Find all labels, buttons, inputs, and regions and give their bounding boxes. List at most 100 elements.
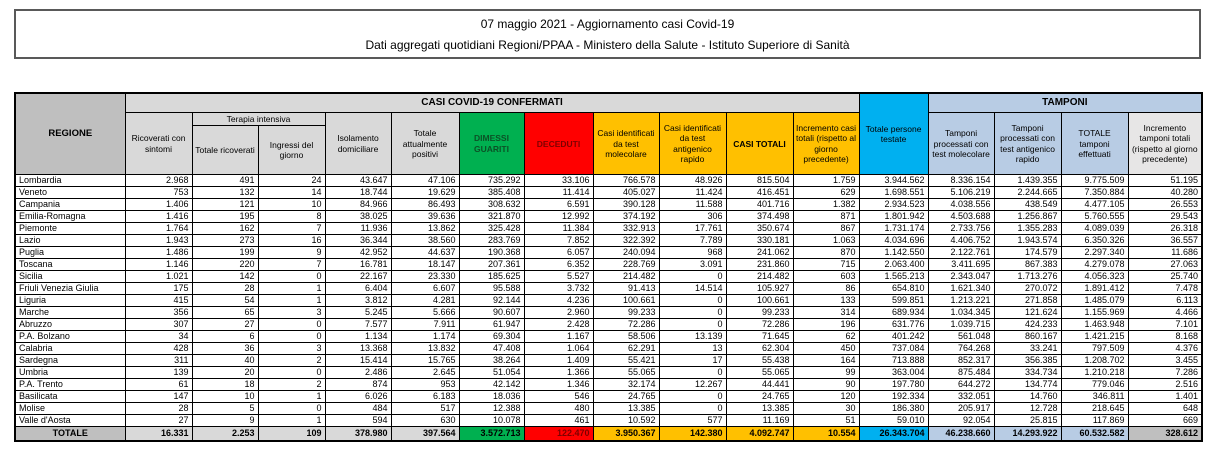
cell-totale-attualmente-positivi: 2.645 [390,366,460,380]
cell-totale-tamponi: 218.645 [1060,402,1129,416]
cell-casi-totali: 350.674 [725,222,794,236]
cell-incremento-tamponi: 4.466 [1127,306,1203,320]
cell-persone-testate: 631.776 [858,318,929,332]
col-header-casi-totali: CASI TOTALI [725,111,794,176]
cell-casi-totali: 13.385 [725,402,794,416]
cell-ricoverati-con-sintomi: 1.943 [124,234,193,248]
cell-ingressi-del-giorno: 0 [257,270,326,284]
cell-casi-test-antigenico: 968 [658,246,727,260]
cell-tamponi-molecolare: 1.213.221 [927,294,995,308]
cell-dimessi-guariti: 69.304 [458,330,525,344]
cell-totale-attualmente-positivi: 13.862 [390,222,460,236]
table-row: Abruzzo 307 27 0 7.577 7.911 61.947 2.428 72.286… [14,318,1203,332]
cell-casi-totali: 105.927 [725,282,794,296]
cell-deceduti: 6.591 [523,198,594,212]
cell-incremento-tamponi: 328.612 [1127,426,1203,442]
cell-incremento-casi: 450 [792,342,860,356]
cell-isolamento-domiciliare: 38.025 [324,210,392,224]
cell-casi-totali: 72.286 [725,318,794,332]
table-row: Basilicata 147 10 1 6.026 6.183 18.036 546 24.76… [14,390,1203,404]
cell-casi-test-molecolare: 91.413 [592,282,660,296]
cell-tamponi-antigenico: 1.355.283 [993,222,1062,236]
cell-ingressi-del-giorno: 7 [257,258,326,272]
region-name: Friuli Venezia Giulia [14,282,126,296]
cell-incremento-tamponi: 11.686 [1127,246,1203,260]
cell-incremento-casi: 871 [792,210,860,224]
cell-casi-test-antigenico: 14.514 [658,282,727,296]
cell-casi-test-antigenico: 0 [658,366,727,380]
cell-isolamento-domiciliare: 2.486 [324,366,392,380]
cell-incremento-casi: 1.759 [792,174,860,188]
cell-casi-test-molecolare: 99.233 [592,306,660,320]
band-casi-confermati: CASI COVID-19 CONFERMATI [124,92,860,113]
cell-totale-ricoverati: 220 [191,258,259,272]
cell-ingressi-del-giorno: 9 [257,246,326,260]
cell-incremento-casi: 120 [792,390,860,404]
cell-tamponi-molecolare: 644.272 [927,378,995,392]
page-title: 07 maggio 2021 - Aggiornamento casi Covi… [480,16,735,31]
cell-ingressi-del-giorno: 1 [257,282,326,296]
cell-dimessi-guariti: 92.144 [458,294,525,308]
cell-totale-ricoverati: 54 [191,294,259,308]
cell-deceduti: 33.106 [523,174,594,188]
region-name: P.A. Bolzano [14,330,126,344]
cell-deceduti: 2.428 [523,318,594,332]
cell-ingressi-del-giorno: 1 [257,414,326,428]
cell-casi-test-molecolare: 55.421 [592,354,660,368]
region-name: Abruzzo [14,318,126,332]
col-header-ricoverati: Ricoverati con sintomi [124,111,193,176]
cell-casi-totali: 11.169 [725,414,794,428]
region-name: Basilicata [14,390,126,404]
cell-deceduti: 1.409 [523,354,594,368]
cell-tamponi-molecolare: 875.484 [927,366,995,380]
table-row: Emilia-Romagna 1.416 195 8 38.025 39.636 321.8… [14,210,1203,224]
cell-persone-testate: 26.343.704 [858,426,929,442]
table-row: Sicilia 1.021 142 0 22.167 23.330 185.625 5.527… [14,270,1203,284]
col-header-totale-ricoverati: Totale ricoverati [191,125,259,176]
cell-persone-testate: 713.888 [858,354,929,368]
cell-persone-testate: 1.142.550 [858,246,929,260]
cell-incremento-casi: 867 [792,222,860,236]
cell-isolamento-domiciliare: 7.577 [324,318,392,332]
cell-incremento-casi: 870 [792,246,860,260]
region-name: TOTALE [14,426,126,442]
cell-totale-attualmente-positivi: 47.106 [390,174,460,188]
cell-casi-totali: 815.504 [725,174,794,188]
cell-incremento-casi: 629 [792,186,860,200]
cell-tamponi-antigenico: 12.728 [993,402,1062,416]
region-name: Sicilia [14,270,126,284]
cell-ricoverati-con-sintomi: 311 [124,354,193,368]
cell-tamponi-antigenico: 1.943.574 [993,234,1062,248]
cell-totale-attualmente-positivi: 1.174 [390,330,460,344]
header-band-row: REGIONE CASI COVID-19 CONFERMATI Totale … [14,92,1203,176]
cell-ricoverati-con-sintomi: 753 [124,186,193,200]
cell-incremento-casi: 133 [792,294,860,308]
cell-incremento-tamponi: 36.557 [1127,234,1203,248]
cell-casi-test-antigenico: 0 [658,390,727,404]
cell-tamponi-molecolare: 764.268 [927,342,995,356]
cell-incremento-casi: 164 [792,354,860,368]
cell-dimessi-guariti: 735.292 [458,174,525,188]
cell-incremento-casi: 314 [792,306,860,320]
region-name: Veneto [14,186,126,200]
cell-persone-testate: 192.334 [858,390,929,404]
cell-incremento-casi: 30 [792,402,860,416]
cell-totale-ricoverati: 10 [191,390,259,404]
cell-incremento-tamponi: 2.516 [1127,378,1203,392]
table-row: Umbria 139 20 0 2.486 2.645 51.054 1.366 55.065 0… [14,366,1203,380]
cell-deceduti: 4.236 [523,294,594,308]
cell-totale-ricoverati: 199 [191,246,259,260]
cell-persone-testate: 59.010 [858,414,929,428]
covid-table: REGIONE CASI COVID-19 CONFERMATI Totale … [14,92,1204,443]
cell-isolamento-domiciliare: 15.414 [324,354,392,368]
cell-casi-test-antigenico: 0 [658,294,727,308]
cell-incremento-casi: 51 [792,414,860,428]
cell-casi-test-molecolare: 72.286 [592,318,660,332]
cell-ingressi-del-giorno: 1 [257,390,326,404]
region-name: Marche [14,306,126,320]
cell-casi-test-antigenico: 0 [658,318,727,332]
cell-tamponi-antigenico: 1.713.276 [993,270,1062,284]
region-name: Toscana [14,258,126,272]
cell-casi-totali: 44.441 [725,378,794,392]
